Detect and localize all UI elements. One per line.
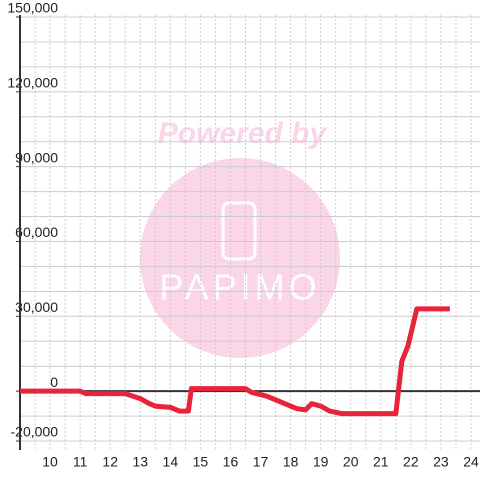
- x-tick-label: 24: [463, 454, 479, 470]
- y-tick-label: 30,000: [15, 299, 58, 315]
- y-tick-label: 120,000: [7, 75, 58, 91]
- x-tick-label: 22: [403, 454, 419, 470]
- x-tick-label: 15: [193, 454, 209, 470]
- x-tick-label: 18: [283, 454, 299, 470]
- y-tick-label: 0: [50, 374, 58, 390]
- y-tick-label: -20,000: [11, 424, 59, 440]
- watermark-phone: [221, 201, 257, 261]
- x-tick-label: 13: [132, 454, 148, 470]
- x-tick-label: 12: [102, 454, 118, 470]
- x-tick-label: 16: [223, 454, 239, 470]
- x-tick-label: 19: [313, 454, 329, 470]
- watermark-logo: PAPIMO: [159, 267, 320, 308]
- x-tick-label: 23: [433, 454, 449, 470]
- x-tick-label: 11: [73, 454, 88, 470]
- x-tick-label: 17: [253, 454, 269, 470]
- x-tick-label: 21: [373, 454, 389, 470]
- y-tick-label: 90,000: [15, 149, 58, 165]
- watermark-text: Powered by: [158, 117, 328, 150]
- x-tick-label: 10: [42, 454, 58, 470]
- x-tick-label: 14: [163, 454, 179, 470]
- x-tick-label: 20: [343, 454, 359, 470]
- line: [20, 306, 450, 417]
- y-tick-label: 60,000: [15, 224, 58, 240]
- y-tick-label: 150,000: [7, 0, 58, 16]
